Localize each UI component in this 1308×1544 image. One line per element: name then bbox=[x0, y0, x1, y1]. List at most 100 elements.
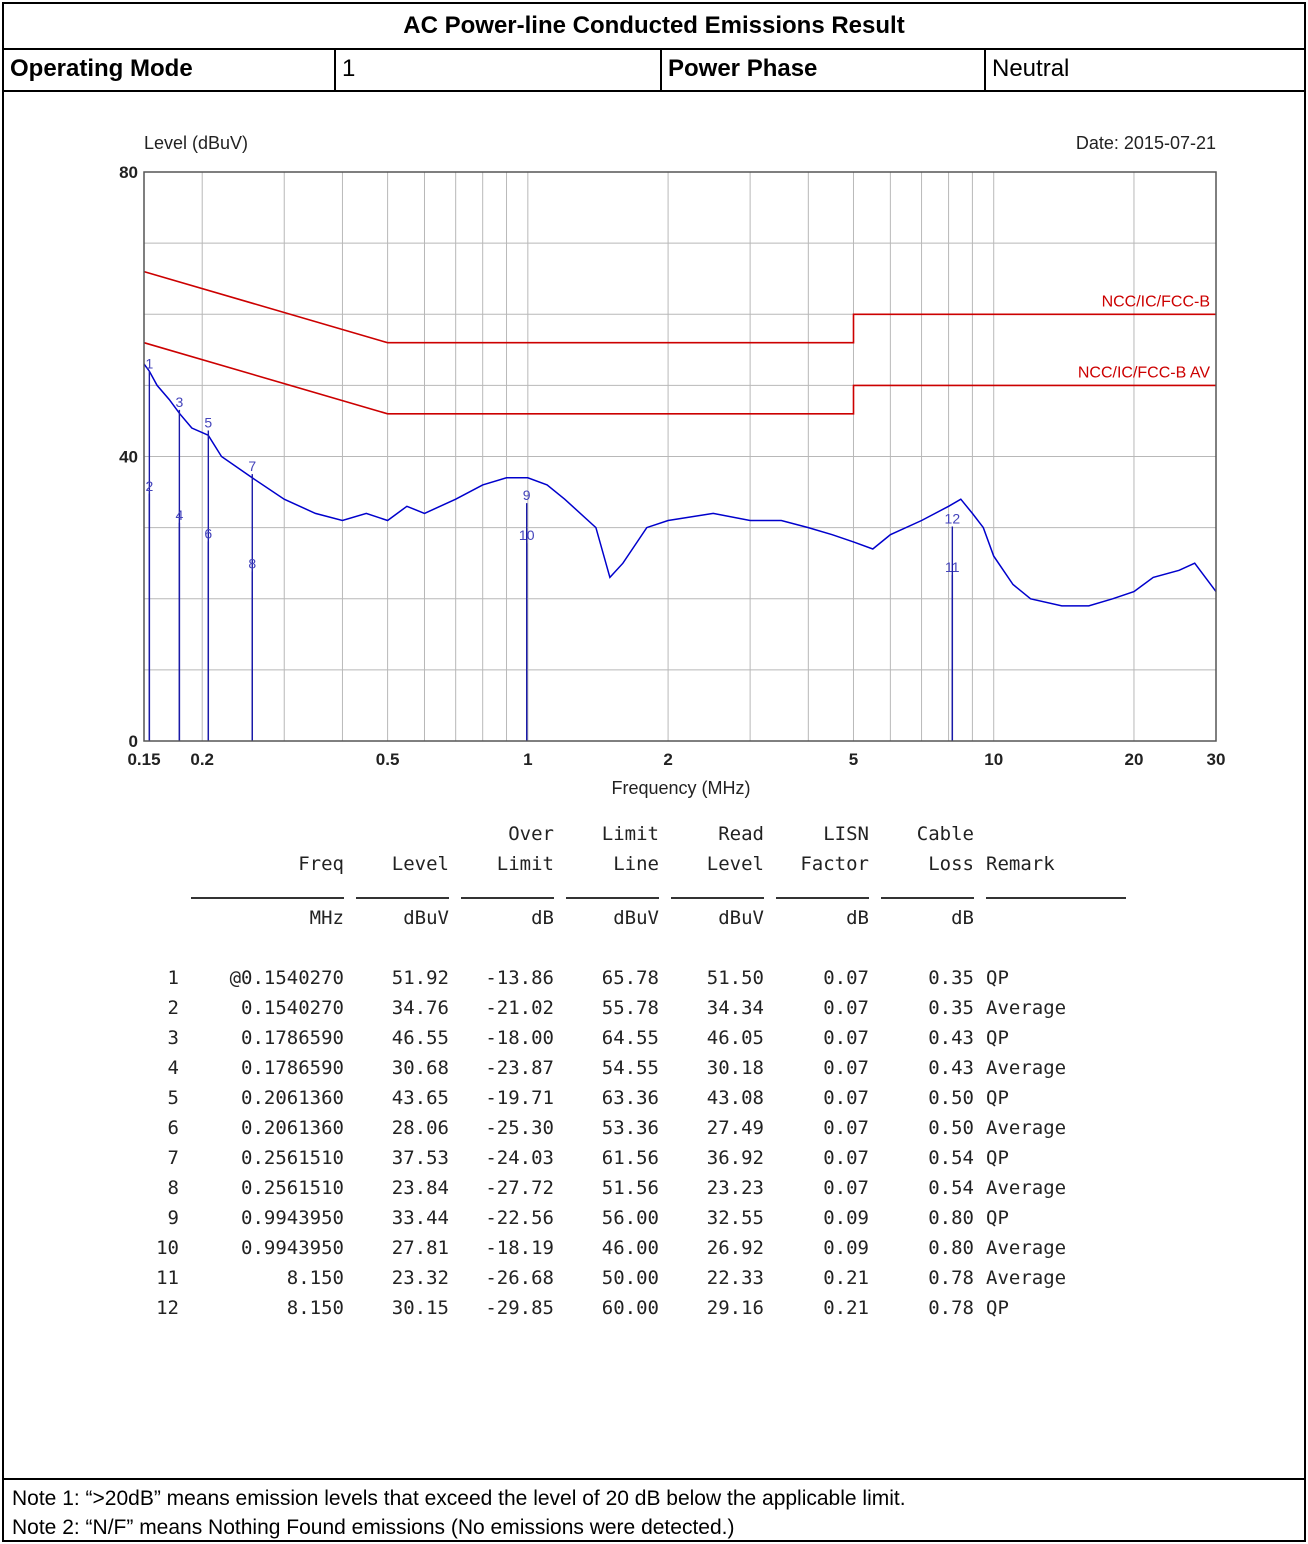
table-cell: -25.30 bbox=[485, 1117, 554, 1139]
note-2: Note 2: “N/F” means Nothing Found emissi… bbox=[12, 1516, 735, 1539]
note-1: Note 1: “>20dB” means emission levels th… bbox=[12, 1487, 906, 1510]
table-cell: 65.78 bbox=[601, 967, 659, 989]
marker-label: 9 bbox=[523, 487, 531, 503]
power-phase-label: Power Phase bbox=[668, 55, 818, 82]
table-cell: -18.19 bbox=[485, 1237, 554, 1259]
table-cell: dBuV bbox=[613, 907, 659, 929]
table-cell: 0.07 bbox=[823, 1177, 869, 1199]
table-cell: 34.34 bbox=[706, 997, 764, 1019]
table-cell: Average bbox=[986, 1267, 1067, 1289]
table-cell: 50.00 bbox=[601, 1267, 659, 1289]
table-header-row: Freq Level Limit Line Level Factor Loss Remark bbox=[134, 849, 1126, 879]
limit-line-series bbox=[143, 270, 1216, 344]
table-cell: 0.80 bbox=[928, 1237, 974, 1259]
x-tick-label: 20 bbox=[1125, 750, 1144, 769]
table-cell: 0.35 bbox=[928, 967, 974, 989]
table-cell: Line bbox=[613, 853, 659, 875]
table-spacer bbox=[134, 933, 1126, 963]
table-cell: 0.07 bbox=[823, 967, 869, 989]
table-cell: QP bbox=[986, 1297, 1009, 1319]
marker-label: 10 bbox=[519, 527, 535, 543]
table-cell: 0.9943950 bbox=[241, 1237, 344, 1259]
table-cell: 0.21 bbox=[823, 1297, 869, 1319]
table-rule bbox=[179, 879, 344, 903]
x-tick-label: 0.15 bbox=[127, 750, 160, 769]
table-cell: 0.1786590 bbox=[241, 1057, 344, 1079]
table-cell: 0.2561510 bbox=[241, 1147, 344, 1169]
table-cell: -19.71 bbox=[485, 1087, 554, 1109]
table-cell: 12 bbox=[156, 1297, 179, 1319]
operating-mode-label: Operating Mode bbox=[10, 55, 193, 82]
table-cell: QP bbox=[986, 1027, 1009, 1049]
table-cell: 22.33 bbox=[706, 1267, 764, 1289]
table-cell: 30.68 bbox=[391, 1057, 449, 1079]
table-cell: 28.06 bbox=[391, 1117, 449, 1139]
table-rule bbox=[554, 879, 659, 903]
table-cell: 11 bbox=[156, 1267, 179, 1289]
table-rule bbox=[869, 879, 974, 903]
table-cell: 0.9943950 bbox=[241, 1207, 344, 1229]
table-cell: 64.55 bbox=[601, 1027, 659, 1049]
table-row: 1 @0.1540270 51.92 -13.86 65.78 51.50 0.07 0.35… bbox=[134, 963, 1126, 993]
power-phase-value: Neutral bbox=[992, 55, 1070, 82]
emission-trace bbox=[143, 363, 1217, 607]
y-axis-label: Level (dBuV) bbox=[144, 133, 248, 153]
chart-grid bbox=[144, 172, 1217, 741]
table-cell: 36.92 bbox=[706, 1147, 764, 1169]
table-cell: LISN bbox=[823, 823, 869, 845]
table-cell: Limit bbox=[601, 823, 659, 845]
table-cell: 0.07 bbox=[823, 1057, 869, 1079]
table-row: 8 0.2561510 23.84 -27.72 51.56 23.23 0.07 0.54 A… bbox=[134, 1173, 1126, 1203]
table-cell: 0.07 bbox=[823, 1027, 869, 1049]
table-rule bbox=[659, 879, 764, 903]
table-cell bbox=[134, 903, 179, 933]
marker-label: 5 bbox=[204, 415, 212, 431]
table-cell: 60.00 bbox=[601, 1297, 659, 1319]
table-cell: 0.21 bbox=[823, 1267, 869, 1289]
divider bbox=[4, 90, 1304, 92]
table-cell: 0.78 bbox=[928, 1297, 974, 1319]
table-cell: 10 bbox=[156, 1237, 179, 1259]
divider bbox=[4, 48, 1304, 50]
table-cell: 8.150 bbox=[286, 1297, 344, 1319]
table-cell: 0.54 bbox=[928, 1177, 974, 1199]
table-cell: Average bbox=[986, 1177, 1067, 1199]
table-cell: 53.36 bbox=[601, 1117, 659, 1139]
table-row: 5 0.2061360 43.65 -19.71 63.36 43.08 0.07 0.50 Q… bbox=[134, 1083, 1126, 1113]
table-cell: 0.50 bbox=[928, 1087, 974, 1109]
limit-line-label: NCC/IC/FCC-B AV bbox=[1078, 364, 1210, 381]
x-tick-label: 2 bbox=[663, 750, 672, 769]
emission-trace-line bbox=[143, 363, 1217, 607]
table-cell: 27.49 bbox=[706, 1117, 764, 1139]
table-rule bbox=[764, 879, 869, 903]
table-cell: 0.43 bbox=[928, 1057, 974, 1079]
table-cell: 2 bbox=[167, 997, 179, 1019]
table-cell: 54.55 bbox=[601, 1057, 659, 1079]
table-cell: 29.16 bbox=[706, 1297, 764, 1319]
table-cell bbox=[134, 849, 179, 879]
table-cell: 61.56 bbox=[601, 1147, 659, 1169]
table-cell: Average bbox=[986, 1117, 1067, 1139]
table-cell: 0.2561510 bbox=[241, 1177, 344, 1199]
table-cell bbox=[134, 819, 179, 849]
marker-label: 4 bbox=[175, 507, 183, 523]
table-cell bbox=[974, 903, 1126, 933]
limit-lines: NCC/IC/FCC-B NCC/IC/FCC-B AV bbox=[143, 270, 1216, 415]
table-cell: Limit bbox=[496, 853, 554, 875]
table-cell: -29.85 bbox=[485, 1297, 554, 1319]
table-row: 4 0.1786590 30.68 -23.87 54.55 30.18 0.07 0.43 A… bbox=[134, 1053, 1126, 1083]
plot-frame bbox=[143, 171, 1217, 742]
table-row: 7 0.2561510 37.53 -24.03 61.56 36.92 0.07 0.54 Q… bbox=[134, 1143, 1126, 1173]
y-tick-label: 40 bbox=[119, 448, 138, 467]
table-cell: 46.55 bbox=[391, 1027, 449, 1049]
table-cell: Freq bbox=[298, 853, 344, 875]
table-cell: 0.2061360 bbox=[241, 1117, 344, 1139]
x-axis-label: Frequency (MHz) bbox=[611, 778, 750, 798]
limit-line-series bbox=[143, 341, 1216, 415]
marker-label: 6 bbox=[204, 525, 212, 541]
table-cell: @0.1540270 bbox=[229, 967, 344, 989]
table-cell: 6 bbox=[167, 1117, 179, 1139]
table-cell: 23.32 bbox=[391, 1267, 449, 1289]
